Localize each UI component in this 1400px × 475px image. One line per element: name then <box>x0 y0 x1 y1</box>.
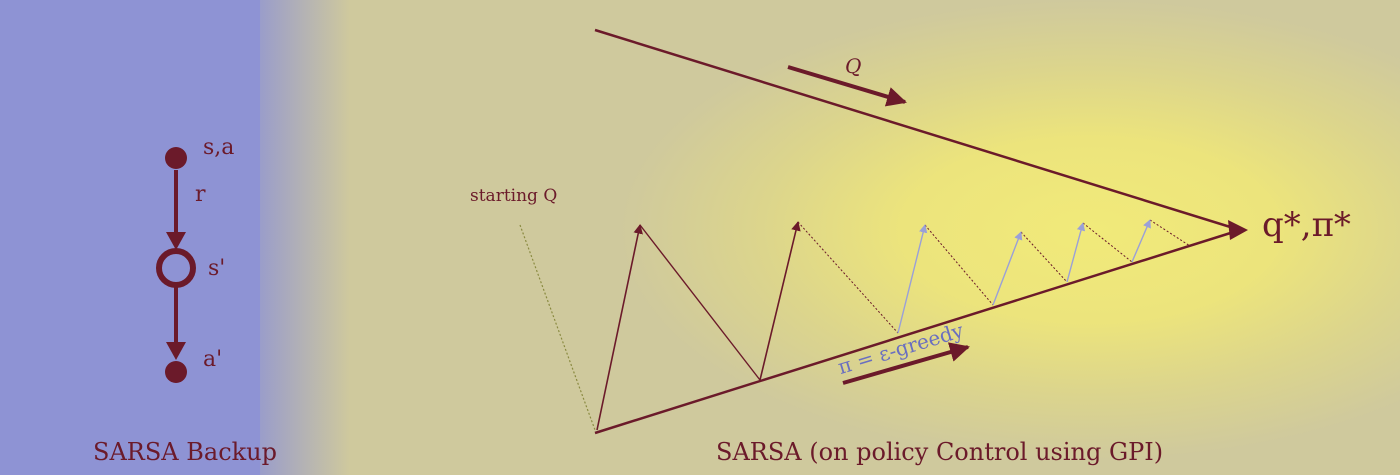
evaluation-segment-5 <box>1082 222 1133 263</box>
reward-arrowhead <box>166 232 186 250</box>
improvement-arrow-4 <box>992 231 1023 306</box>
backup-caption: SARSA Backup <box>93 438 277 466</box>
evaluation-segment-6 <box>1149 219 1191 247</box>
backup-diagram <box>156 147 196 383</box>
improvement-arrow-1 <box>596 224 643 431</box>
start-dotted-segment <box>519 224 596 431</box>
optimal-target-label: q*,π* <box>1262 205 1351 245</box>
panel-transition <box>240 0 350 475</box>
improvement-arrow-5 <box>1066 222 1086 283</box>
convergence-arrowhead <box>1228 220 1248 240</box>
q-direction-arrow <box>787 65 907 107</box>
policy-direction-arrow <box>842 342 970 385</box>
q-line <box>594 28 1241 232</box>
improvement-arrow-3 <box>897 224 928 334</box>
gpi-caption: SARSA (on policy Control using GPI) <box>716 438 1164 466</box>
state-action-node <box>165 147 187 169</box>
evaluation-segment-1 <box>639 224 761 381</box>
q-arrow-label: Q <box>845 54 862 78</box>
label-reward: r <box>195 182 206 207</box>
improvement-arrow-6 <box>1131 219 1151 263</box>
label-next-action: a' <box>203 347 223 372</box>
next-action-arrowhead <box>166 342 186 360</box>
next-action-node <box>165 361 187 383</box>
starting-q-label: starting Q <box>470 186 558 206</box>
label-next-state: s' <box>208 256 226 281</box>
evaluation-segment-2 <box>797 221 899 334</box>
policy-line <box>594 228 1241 435</box>
evaluation-segment-3 <box>924 224 994 306</box>
next-state-node <box>156 248 196 288</box>
evaluation-segment-4 <box>1020 231 1068 283</box>
gpi-diagram <box>519 28 1248 435</box>
improvement-arrow-2 <box>759 221 801 381</box>
label-state-action: s,a <box>203 135 235 160</box>
